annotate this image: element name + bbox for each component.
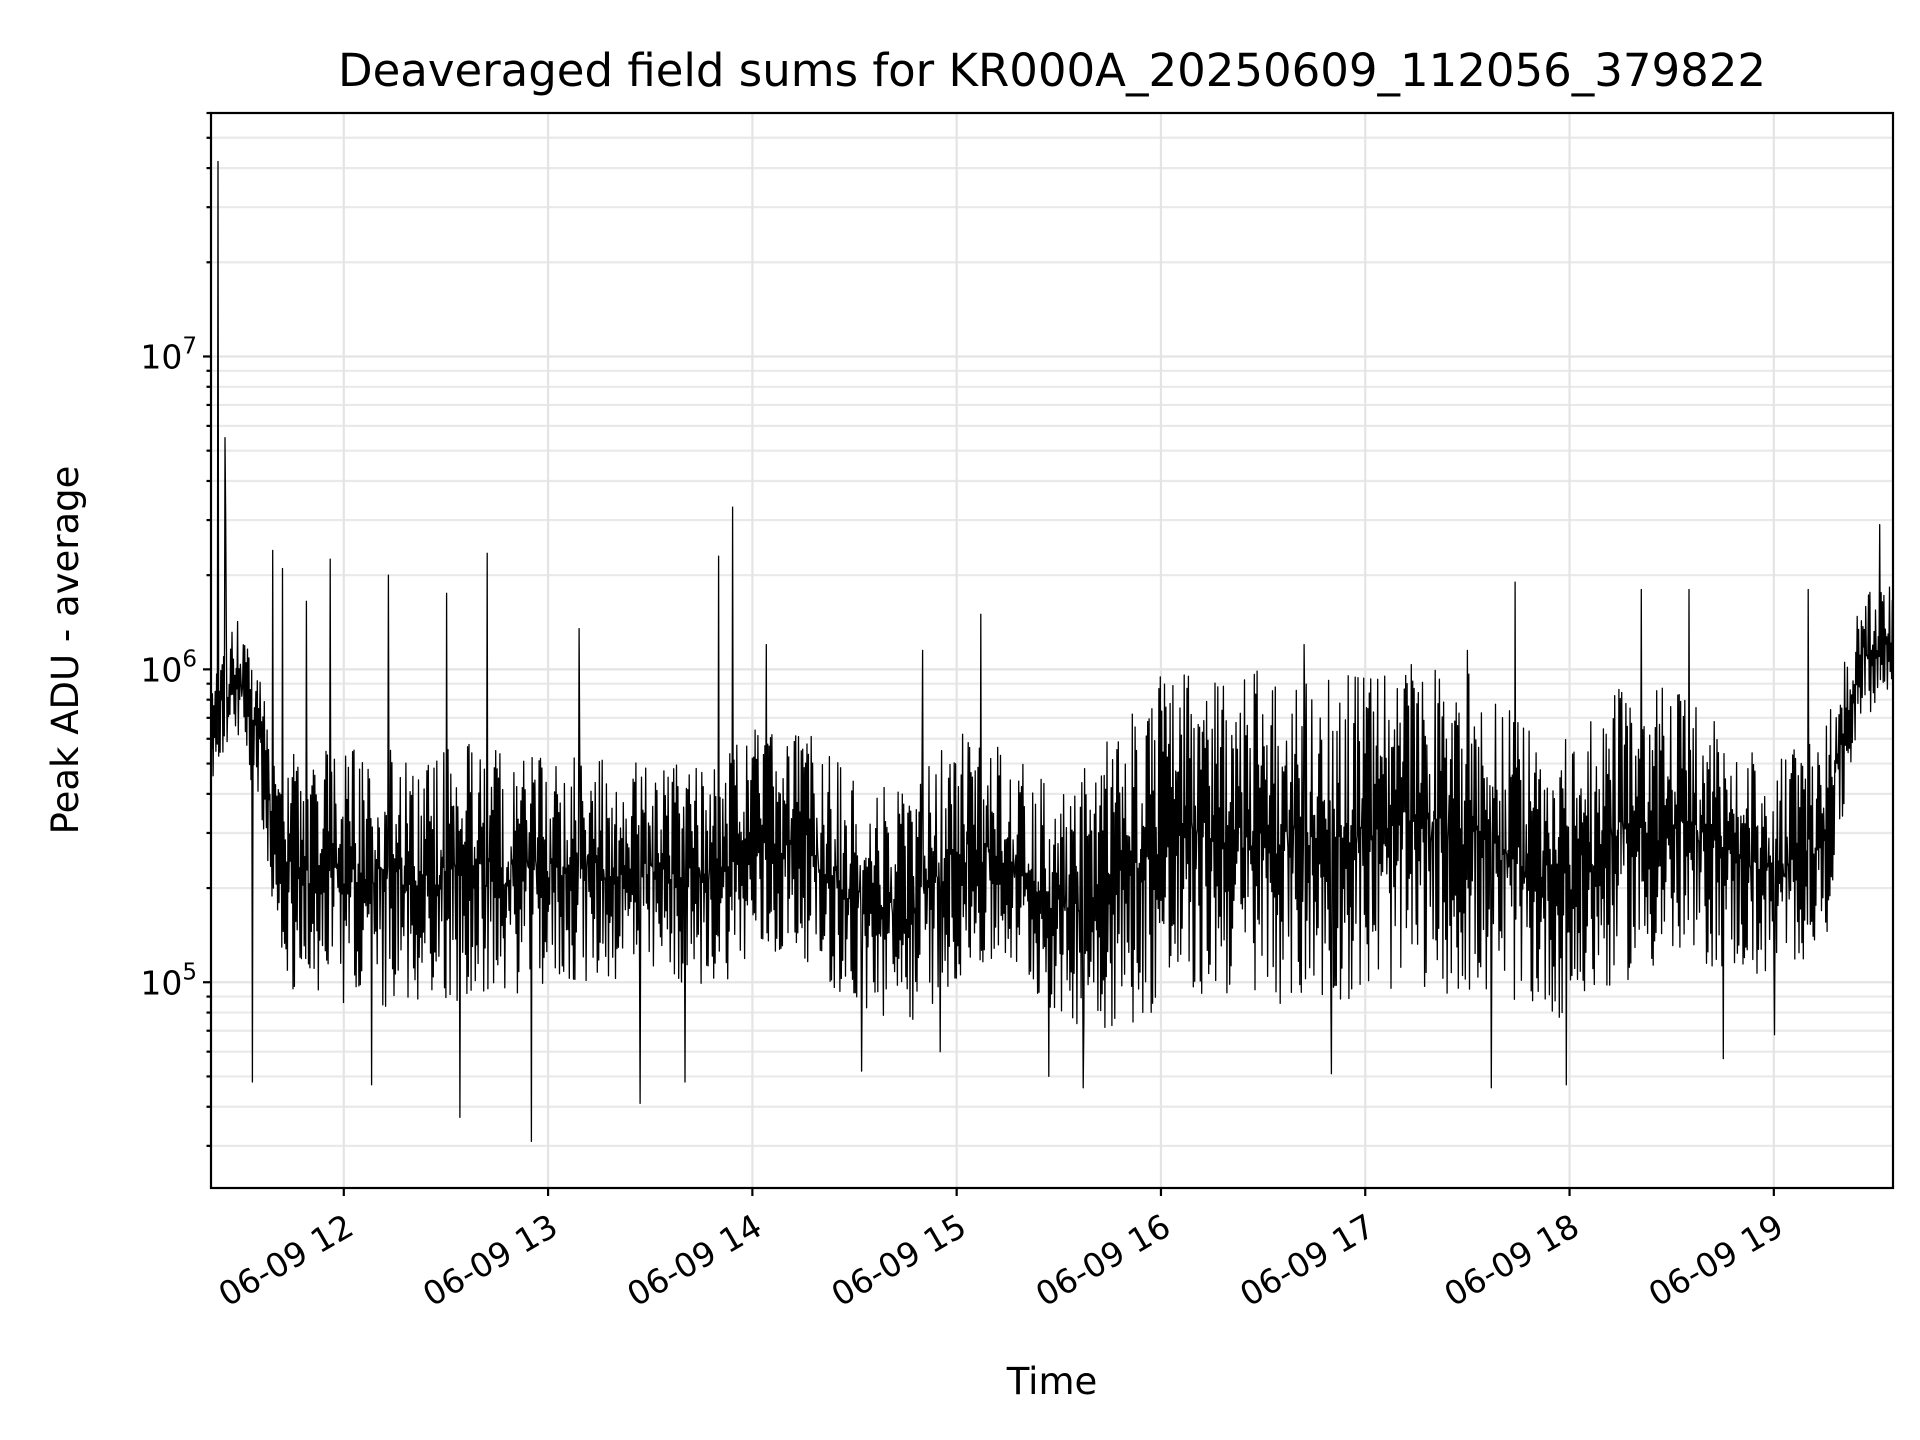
y-tick-label: 107 (140, 333, 197, 376)
y-tick-exponent: 6 (182, 646, 197, 672)
x-axis: 06-09 12 06-09 13 06-09 14 06-09 15 06-09 16… (212, 1188, 1790, 1314)
series (210, 160, 1894, 1143)
x-tick-label: 06-09 14 (620, 1206, 768, 1314)
y-tick-base: 10 (140, 963, 182, 1002)
series-line (210, 160, 1894, 1143)
x-tick-label: 06-09 18 (1438, 1206, 1586, 1314)
x-tick-label: 06-09 12 (212, 1206, 360, 1314)
x-tick-label: 06-09 15 (825, 1206, 973, 1314)
y-tick-exponent: 7 (182, 333, 197, 359)
y-tick-label: 106 (140, 646, 197, 689)
x-tick-label: 06-09 19 (1642, 1206, 1790, 1314)
y-tick-label: 105 (140, 959, 197, 1002)
plot-frame (209, 111, 1895, 1190)
x-tick-label: 06-09 17 (1233, 1206, 1381, 1314)
y-axis-label: Peak ADU - average (44, 466, 87, 835)
x-axis-label: Time (1006, 1360, 1098, 1403)
y-tick-base: 10 (140, 337, 182, 376)
x-tick-label: 06-09 13 (416, 1206, 564, 1314)
x-tick-label: 06-09 16 (1029, 1206, 1177, 1314)
chart-title: Deaveraged field sums for KR000A_2025060… (338, 44, 1766, 97)
y-tick-base: 10 (140, 650, 182, 689)
y-tick-exponent: 5 (182, 959, 197, 985)
